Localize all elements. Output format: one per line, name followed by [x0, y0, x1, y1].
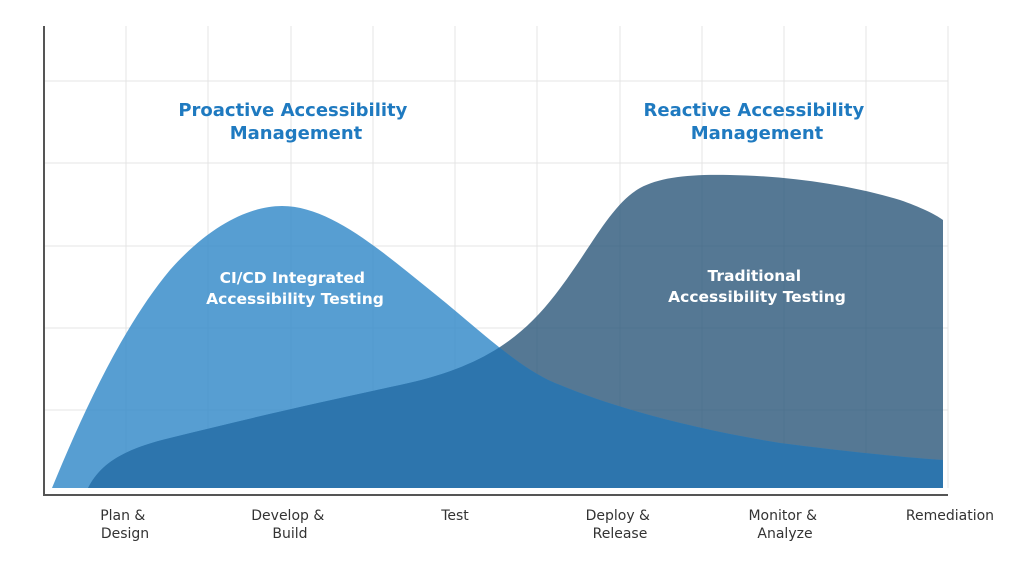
area-label-traditional: Traditional Accessibility Testing	[668, 267, 846, 306]
area-labels: CI/CD Integrated Accessibility Testing T…	[206, 267, 846, 308]
zone-title-proactive: Proactive Accessibility Management	[178, 100, 413, 144]
x-tick-label-plan-design: Plan & Design	[100, 508, 150, 542]
x-tick-label-remediation: Remediation	[906, 508, 994, 524]
x-tick-label-deploy-release: Deploy & Release	[586, 508, 655, 542]
x-tick-label-test: Test	[440, 508, 469, 524]
x-tick-label-develop-build: Develop & Build	[251, 508, 328, 542]
chart-axes	[43, 26, 948, 496]
area-label-ci-cd: CI/CD Integrated Accessibility Testing	[206, 269, 384, 308]
zone-title-reactive: Reactive Accessibility Management	[644, 100, 871, 144]
x-tick-labels: Plan & Design Develop & Build Test Deplo…	[100, 508, 994, 542]
x-tick-label-monitor-analyze: Monitor & Analyze	[748, 508, 821, 542]
zone-titles: Proactive Accessibility Management React…	[178, 100, 871, 144]
chart-areas	[52, 174, 943, 489]
